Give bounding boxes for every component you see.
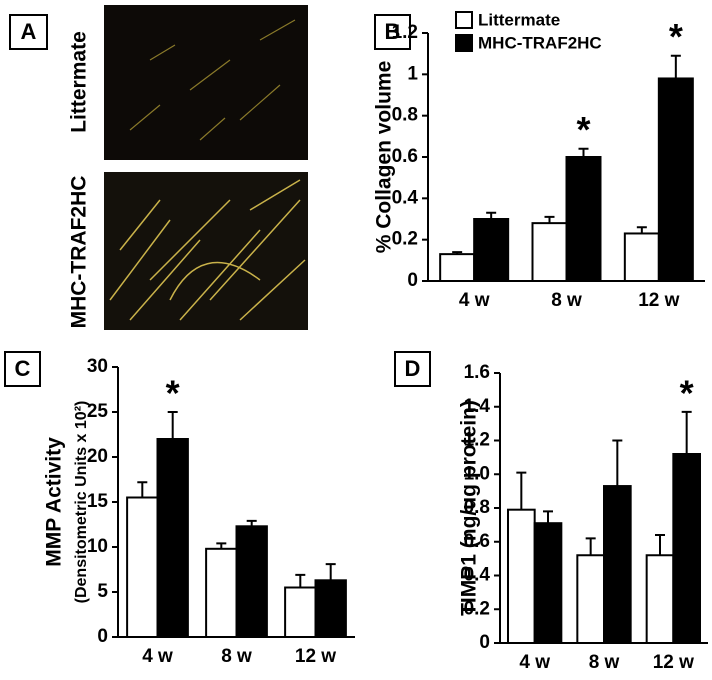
x-tick-label: 4 w (142, 646, 173, 667)
error-bar (544, 215, 555, 224)
y-tick-label: 25 (87, 401, 109, 422)
y-tick-label: 30 (87, 356, 108, 377)
bar (603, 485, 632, 644)
bar (657, 77, 694, 283)
y-tick-label: 1 (407, 63, 418, 84)
bar (314, 579, 347, 638)
y-tick-label: 1.6 (464, 362, 490, 383)
y-tick-label: 10 (87, 536, 108, 557)
y-tick-label: 0.8 (392, 105, 418, 126)
bar (473, 218, 510, 282)
error-bar (636, 226, 647, 234)
error-bar (578, 147, 589, 157)
y-tick-label: 0.2 (464, 598, 490, 619)
error-bar (325, 563, 336, 581)
y-tick-label: 1.2 (464, 430, 490, 451)
error-bar (486, 211, 497, 219)
error-bar (585, 537, 596, 556)
panel-label-box (4, 351, 41, 387)
error-bar (167, 411, 178, 439)
y-tick-label: 1.2 (392, 22, 418, 43)
bar (126, 496, 159, 638)
panel-label-box (394, 351, 431, 387)
panel-label: D (405, 356, 421, 381)
y-tick-label: 0.4 (464, 565, 491, 586)
bar (531, 222, 568, 282)
error-bar (655, 534, 665, 556)
bar (507, 508, 536, 644)
error-bar (516, 471, 527, 510)
bar (235, 525, 268, 638)
bar (565, 156, 602, 282)
error-bar (670, 54, 681, 79)
bar (672, 453, 701, 644)
y-axis-label: MMP Activity (43, 437, 66, 567)
bar (645, 554, 675, 644)
y-tick-label: 0.8 (464, 497, 490, 518)
bar (623, 232, 660, 282)
y-tick-label: 0.6 (464, 531, 490, 552)
significance-mark: * (166, 373, 180, 414)
y-tick-label: 20 (87, 446, 108, 467)
error-bar (295, 573, 306, 588)
y-tick-label: 0.4 (392, 187, 419, 208)
bar (533, 522, 563, 644)
bar (156, 438, 189, 638)
row-label: MHC-TRAF2HC (68, 176, 91, 329)
x-tick-label: 4 w (519, 652, 550, 673)
micrograph (104, 172, 308, 330)
error-bar (452, 251, 463, 255)
x-tick-label: 12 w (653, 652, 694, 673)
micrograph (104, 5, 308, 160)
error-bar (612, 439, 623, 487)
y-tick-label: 0.6 (392, 146, 418, 167)
y-tick-label: 0.2 (392, 229, 418, 250)
bar (576, 554, 605, 644)
x-tick-label: 12 w (295, 646, 336, 667)
error-bar (137, 481, 148, 498)
significance-mark: * (576, 109, 590, 150)
panel-label: A (21, 19, 37, 44)
bar (284, 586, 317, 638)
y-tick-label: 0 (479, 632, 490, 653)
panel-label: B (385, 19, 401, 44)
error-bar (681, 410, 692, 454)
significance-mark: * (680, 372, 694, 413)
error-bar (246, 519, 257, 527)
x-tick-label: 8 w (589, 652, 620, 673)
error-bar (216, 542, 227, 549)
y-tick-label: 1.0 (464, 463, 490, 484)
legend-swatch (455, 11, 473, 29)
panel-label-box (374, 14, 411, 50)
y-tick-label: 0 (97, 626, 108, 647)
y-tick-label: 1.4 (464, 396, 491, 417)
panel-label-box (9, 14, 48, 50)
y-axis-label: (Densitometric Units x 10²) (73, 401, 90, 604)
row-label: Littermate (68, 31, 91, 133)
bar (439, 253, 476, 282)
legend-label: Littermate (478, 10, 560, 29)
legend-swatch (455, 34, 473, 52)
legend-label: MHC-TRAF2HC (478, 33, 602, 52)
panel-label: C (15, 356, 31, 381)
x-tick-label: 4 w (459, 290, 490, 311)
y-axis-label: TIMP1 (ng/ug protein) (458, 400, 481, 616)
x-tick-label: 12 w (638, 290, 679, 311)
y-axis-label: % Collagen volume (373, 61, 396, 254)
y-tick-label: 5 (97, 581, 108, 602)
y-tick-label: 15 (87, 491, 109, 512)
bar (205, 547, 238, 638)
x-tick-label: 8 w (221, 646, 252, 667)
significance-mark: * (669, 16, 683, 57)
y-tick-label: 0 (407, 270, 418, 291)
x-tick-label: 8 w (551, 290, 582, 311)
error-bar (543, 510, 553, 524)
